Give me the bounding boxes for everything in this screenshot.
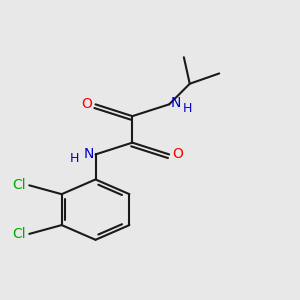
Text: Cl: Cl [13,178,26,192]
Text: O: O [172,147,183,161]
Text: O: O [82,98,93,111]
Text: H: H [70,152,79,165]
Text: Cl: Cl [13,227,26,241]
Text: N: N [171,96,181,110]
Text: H: H [182,102,192,115]
Text: N: N [84,147,94,161]
